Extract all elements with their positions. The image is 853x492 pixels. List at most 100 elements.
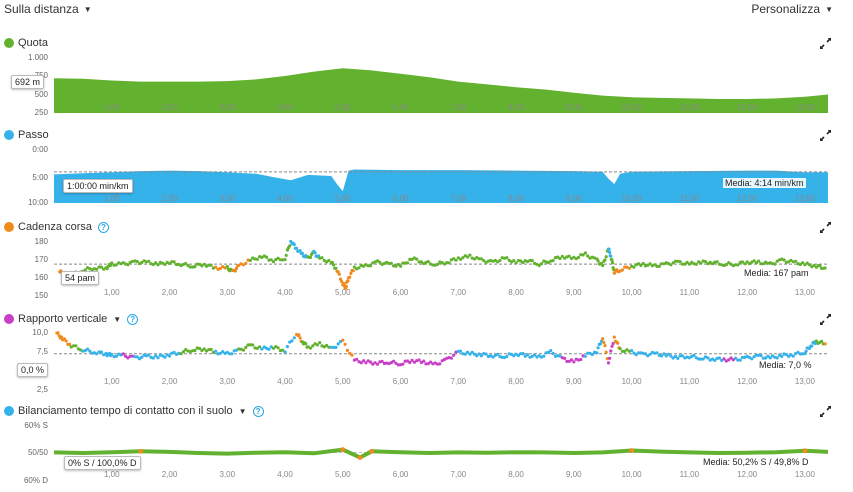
vertical-ratio-point [572, 360, 576, 364]
caret-down-icon[interactable]: ▼ [238, 406, 247, 416]
cadence-point [794, 259, 798, 263]
cadence-point [468, 253, 472, 257]
x-tick-label: 8,00 [508, 377, 524, 386]
vertical-ratio-point [814, 339, 819, 343]
vertical-ratio-point [766, 354, 770, 358]
vertical-ratio-point [306, 345, 310, 349]
vertical-ratio-plot[interactable] [54, 329, 828, 391]
cadence-point [346, 279, 350, 283]
cadence-point [539, 262, 544, 266]
cadence-point [396, 262, 400, 267]
cadence-point [342, 282, 346, 286]
vertical-ratio-point [230, 352, 234, 356]
vertical-ratio-point [368, 360, 373, 364]
vertical-ratio-point [408, 360, 412, 365]
cadence-point [114, 263, 118, 267]
vertical-ratio-point [752, 355, 756, 359]
quota-legend-dot [4, 38, 14, 48]
gct-balance-plot[interactable] [54, 425, 828, 481]
vertical-ratio-point [392, 359, 396, 363]
vertical-ratio-point [526, 353, 530, 357]
cadence-point [727, 261, 731, 265]
cadence-point [338, 277, 343, 281]
vertical-ratio-point [350, 353, 354, 357]
cadence-point [791, 260, 795, 264]
cadence-header: Cadenza corsa ? [4, 219, 109, 235]
x-tick-label: 9,00 [566, 288, 582, 297]
cadence-cursor-tooltip: 54 pam [61, 271, 100, 285]
vertical-ratio-point [364, 361, 368, 365]
vertical-ratio-point [590, 352, 594, 357]
vertical-ratio-point [334, 345, 338, 349]
vertical-ratio-point [207, 348, 211, 352]
vertical-ratio-point [727, 358, 731, 362]
cadence-point [239, 262, 243, 266]
cadence-point [581, 253, 585, 257]
cadence-point [135, 259, 139, 264]
cadence-point [278, 258, 282, 262]
vertical-ratio-point [600, 339, 604, 343]
x-tick-label: 2,00 [161, 103, 178, 112]
x-tick-label: 5,00 [335, 103, 351, 112]
expand-icon[interactable] [820, 130, 831, 141]
expand-icon[interactable] [820, 38, 831, 49]
distance-mode-dropdown[interactable]: Sulla distanza ▼ [4, 2, 92, 16]
cadence-point [671, 261, 675, 265]
help-icon[interactable]: ? [127, 313, 139, 325]
vertical-ratio-point [403, 359, 407, 363]
cadence-point [417, 260, 421, 264]
cadence-point [147, 259, 151, 263]
x-tick-label: 8,00 [508, 470, 524, 479]
help-icon[interactable]: ? [252, 405, 264, 417]
cadence-point [337, 272, 341, 276]
vertical-ratio-point [667, 352, 671, 356]
pace-plot[interactable] [54, 149, 828, 203]
cadence-point [445, 261, 449, 265]
vertical-ratio-point [121, 352, 125, 356]
cadence-point [389, 261, 393, 265]
cadence-point [334, 266, 338, 270]
cadence-point [484, 260, 488, 265]
vertical-ratio-point [375, 362, 380, 366]
x-tick-label: 2,00 [161, 194, 178, 203]
vertical-ratio-point [787, 354, 791, 358]
cadence-point [452, 257, 456, 261]
caret-down-icon[interactable]: ▼ [113, 314, 122, 324]
vertical-ratio-point [255, 346, 259, 350]
cadence-point [320, 256, 324, 260]
cadence-point [528, 258, 532, 262]
cadence-point [102, 267, 106, 271]
cadence-point [715, 260, 719, 264]
cadence-point [680, 262, 685, 266]
vertical-ratio-point [463, 352, 467, 356]
expand-icon[interactable] [820, 314, 831, 325]
cadence-point [710, 262, 715, 266]
customize-dropdown[interactable]: Personalizza ▼ [751, 2, 833, 16]
y-tick-label: 7,5 [36, 347, 48, 356]
cadence-point [623, 265, 627, 269]
x-tick-label: 6,00 [392, 377, 409, 386]
vertical-ratio-point [276, 346, 280, 350]
cadence-point [410, 257, 414, 261]
x-tick-label: 13,00 [794, 470, 815, 479]
cadence-point [740, 260, 745, 264]
x-tick-label: 12,00 [737, 470, 758, 479]
quota-plot[interactable] [54, 57, 828, 113]
cadence-point [415, 257, 419, 261]
expand-icon[interactable] [820, 222, 831, 233]
gct-balance-title: Bilanciamento tempo di contatto con il s… [18, 405, 233, 417]
vertical-ratio-point [380, 359, 384, 363]
vertical-ratio-point [770, 354, 775, 358]
vertical-ratio-point [680, 354, 685, 358]
vertical-ratio-point [332, 345, 336, 350]
cadence-point [195, 262, 199, 266]
help-icon[interactable]: ? [98, 221, 109, 233]
expand-icon[interactable] [820, 406, 831, 417]
vertical-ratio-point [110, 352, 114, 356]
cadence-point [683, 262, 687, 266]
vertical-ratio-point [412, 360, 416, 364]
cadence-point [519, 259, 523, 263]
y-tick-label: 500 [34, 90, 48, 99]
cadence-point [97, 265, 101, 269]
cadence-point [248, 258, 252, 262]
